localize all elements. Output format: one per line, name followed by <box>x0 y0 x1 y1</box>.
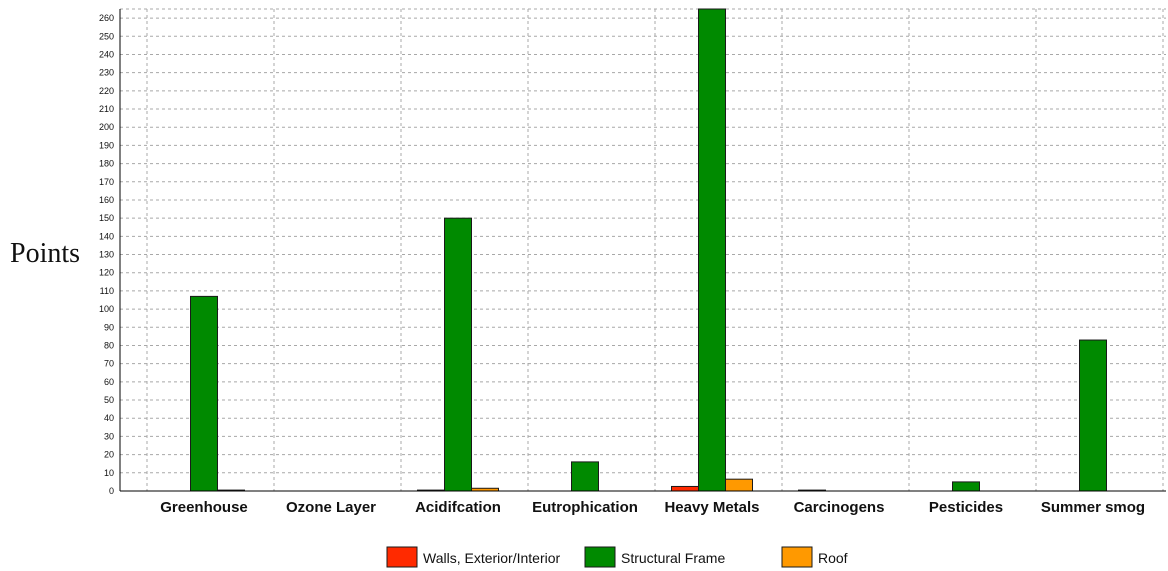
y-tick-label: 60 <box>104 377 114 387</box>
y-tick-label: 90 <box>104 322 114 332</box>
bar <box>190 295 218 492</box>
y-tick-label: 260 <box>99 13 114 23</box>
y-tick-label: 250 <box>99 31 114 41</box>
grid <box>120 8 1166 491</box>
bars <box>190 8 1107 492</box>
y-tick-label: 170 <box>99 177 114 187</box>
x-tick-label: Summer smog <box>1041 499 1145 516</box>
bar <box>1079 339 1107 492</box>
y-tick-label: 200 <box>99 122 114 132</box>
y-axis-label: Points <box>10 238 80 269</box>
x-tick-label: Acidifcation <box>415 499 501 516</box>
y-tick-label: 140 <box>99 231 114 241</box>
y-tick-label: 70 <box>104 359 114 369</box>
bar <box>725 478 753 492</box>
legend: Walls, Exterior/Interior Structural Frame… <box>386 546 848 568</box>
x-tick-label: Heavy Metals <box>664 499 759 516</box>
y-tick-label: 130 <box>99 250 114 260</box>
x-tick-label: Carcinogens <box>794 499 885 516</box>
legend-item: Structural Frame <box>584 546 725 568</box>
y-tick-label: 180 <box>99 159 114 169</box>
legend-swatch <box>584 546 616 568</box>
legend-item: Walls, Exterior/Interior <box>386 546 561 568</box>
legend-item: Roof <box>781 546 848 568</box>
x-tick-label: Pesticides <box>929 499 1003 516</box>
y-tick-label: 190 <box>99 140 114 150</box>
y-tick-label: 210 <box>99 104 114 114</box>
y-tick-label: 50 <box>104 395 114 405</box>
x-tick-label: Ozone Layer <box>286 499 376 516</box>
y-tick-label: 220 <box>99 86 114 96</box>
legend-label: Walls, Exterior/Interior <box>423 550 561 566</box>
bar <box>698 8 726 492</box>
legend-swatch <box>781 546 813 568</box>
legend-label: Structural Frame <box>621 550 725 566</box>
y-tick-label: 80 <box>104 340 114 350</box>
bar <box>952 481 980 492</box>
y-tick-label: 150 <box>99 213 114 223</box>
y-tick-label: 30 <box>104 431 114 441</box>
y-tick-label: 110 <box>100 286 114 296</box>
bar <box>671 485 699 492</box>
bar <box>444 217 472 492</box>
x-tick-label: Eutrophication <box>532 499 638 516</box>
y-tick-label: 160 <box>99 195 114 205</box>
legend-label: Roof <box>818 550 848 566</box>
y-tick-label: 10 <box>104 468 114 478</box>
axes <box>119 9 1166 492</box>
y-tick-label: 20 <box>104 450 114 460</box>
y-tick-labels: 0 10 20 30 40 50 60 70 80 90 100 110 120 130 140 150 160… <box>99 13 114 496</box>
y-tick-label: 100 <box>99 304 114 314</box>
y-tick-label: 40 <box>104 413 114 423</box>
bar <box>571 461 599 492</box>
y-tick-label: 120 <box>99 268 114 278</box>
x-tick-labels: Greenhouse Ozone Layer Acidifcation Eutroph… <box>160 499 1145 516</box>
y-tick-label: 240 <box>99 49 114 59</box>
y-tick-label: 0 <box>109 486 114 496</box>
legend-swatch <box>386 546 418 568</box>
x-tick-label: Greenhouse <box>160 499 248 516</box>
y-tick-label: 230 <box>99 68 114 78</box>
